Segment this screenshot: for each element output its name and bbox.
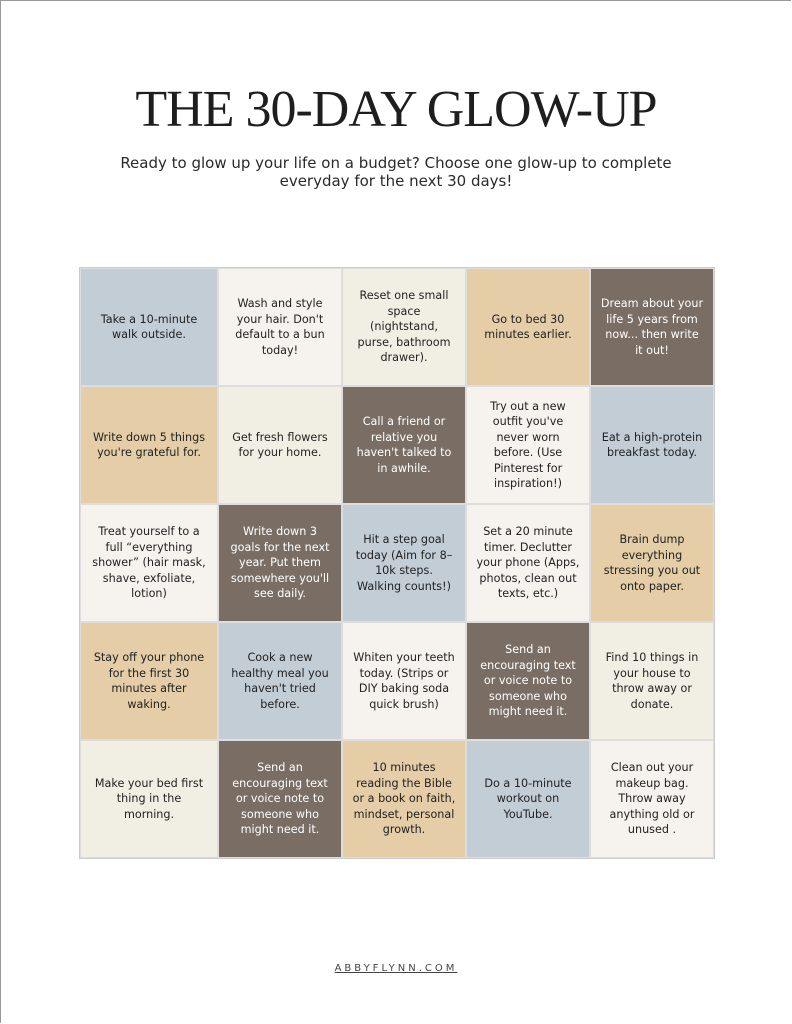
challenge-cell: Reset one small space (nightstand, purse…	[342, 268, 466, 386]
challenge-cell: 10 minutes reading the Bible or a book o…	[342, 740, 466, 858]
challenge-cell: Call a friend or relative you haven't ta…	[342, 386, 466, 504]
challenge-cell: Take a 10-minute walk outside.	[80, 268, 218, 386]
title: THE 30-DAY GLOW-UP	[135, 81, 657, 138]
challenge-cell: Write down 3 goals for the next year. Pu…	[218, 504, 342, 622]
challenge-cell: Dream about your life 5 years from now..…	[590, 268, 714, 386]
footer: ABBYFLYNN.COM	[0, 963, 792, 974]
challenge-cell: Wash and style your hair. Don't default …	[218, 268, 342, 386]
challenge-cell: Try out a new outfit you've never worn b…	[466, 386, 590, 504]
challenge-cell: Stay off your phone for the first 30 min…	[80, 622, 218, 740]
challenge-cell: Send an encouraging text or voice note t…	[466, 622, 590, 740]
challenge-cell: Whiten your teeth today. (Strips or DIY …	[342, 622, 466, 740]
challenge-cell: Get fresh flowers for your home.	[218, 386, 342, 504]
challenge-cell: Cook a new healthy meal you haven't trie…	[218, 622, 342, 740]
challenge-cell: Go to bed 30 minutes earlier.	[466, 268, 590, 386]
challenge-cell: Send an encouraging text or voice note t…	[218, 740, 342, 858]
challenge-cell: Find 10 things in your house to throw aw…	[590, 622, 714, 740]
subtitle: Ready to glow up your life on a budget? …	[120, 154, 672, 190]
challenge-cell: Brain dump everything stressing you out …	[590, 504, 714, 622]
challenge-cell: Make your bed first thing in the morning…	[80, 740, 218, 858]
challenge-cell: Do a 10-minute workout on YouTube.	[466, 740, 590, 858]
challenge-cell: Clean out your makeup bag. Throw away an…	[590, 740, 714, 858]
challenge-grid: Take a 10-minute walk outside. Wash and s…	[79, 267, 715, 859]
challenge-cell: Treat yourself to a full “everything sho…	[80, 504, 218, 622]
site-link: ABBYFLYNN.COM	[334, 963, 458, 974]
challenge-cell: Hit a step goal today (Aim for 8–10k ste…	[342, 504, 466, 622]
challenge-cell: Write down 5 things you're grateful for.	[80, 386, 218, 504]
challenge-cell: Eat a high-protein breakfast today.	[590, 386, 714, 504]
challenge-cell: Set a 20 minute timer. Declutter your ph…	[466, 504, 590, 622]
